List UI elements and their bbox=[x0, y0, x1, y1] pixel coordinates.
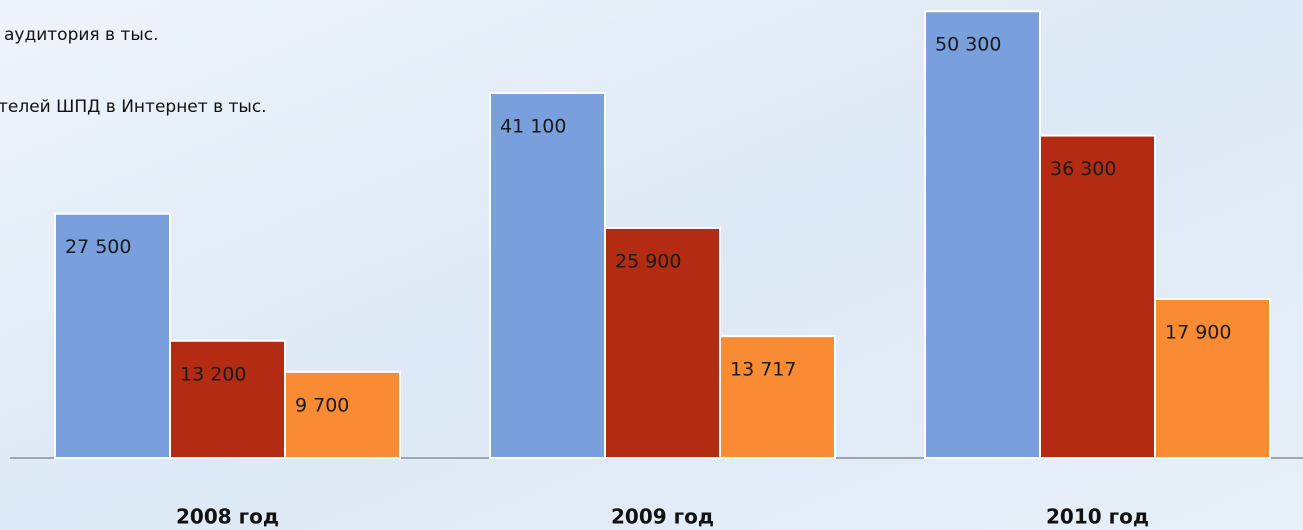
data-label: 41 100 bbox=[500, 115, 566, 137]
bar bbox=[489, 91, 606, 459]
bar bbox=[719, 335, 836, 459]
bar bbox=[604, 226, 721, 459]
bar bbox=[169, 339, 286, 459]
legend-label: телей ШПД в Интернет в тыс. bbox=[0, 97, 267, 117]
x-tick-label: 2008 год bbox=[176, 505, 279, 529]
x-tick-label: 2010 год bbox=[1046, 505, 1149, 529]
data-label: 50 300 bbox=[935, 34, 1001, 56]
data-label: 13 717 bbox=[730, 359, 796, 381]
bar bbox=[924, 10, 1041, 459]
bar bbox=[1039, 134, 1156, 459]
x-tick-label: 2009 год bbox=[611, 505, 714, 529]
data-label: 36 300 bbox=[1050, 158, 1116, 180]
data-label: 13 200 bbox=[180, 363, 246, 385]
legend-label: аудитория в тыс. bbox=[4, 25, 159, 45]
bar bbox=[54, 212, 171, 459]
data-label: 9 700 bbox=[295, 394, 349, 416]
data-label: 27 500 bbox=[65, 236, 131, 258]
bar bbox=[1154, 298, 1271, 459]
data-label: 25 900 bbox=[615, 250, 681, 272]
data-label: 17 900 bbox=[1165, 322, 1231, 344]
bar bbox=[284, 370, 401, 460]
